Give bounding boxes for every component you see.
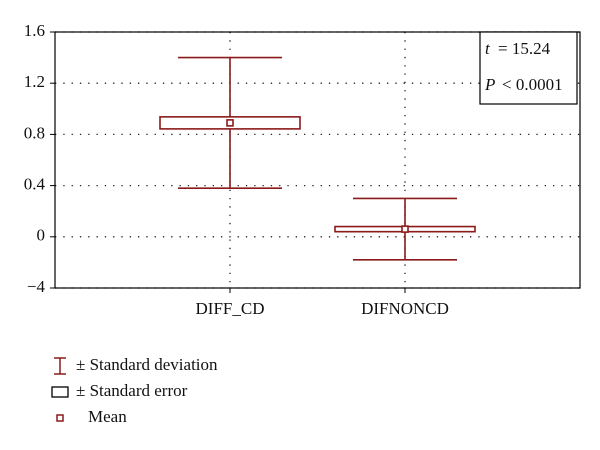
mean-marker	[226, 119, 234, 127]
y-tick-label: 0.4	[24, 175, 46, 194]
legend-icon	[51, 386, 69, 398]
y-tick-label: 0.8	[24, 123, 45, 142]
legend-icon	[54, 357, 66, 375]
y-tick-label: 1.2	[24, 72, 45, 91]
annotation-box	[479, 31, 578, 105]
y-tick-label: 0	[37, 226, 46, 245]
y-tick-label: −4	[27, 277, 46, 296]
annotation-symbol: P	[484, 75, 495, 94]
plot-frame	[54, 31, 581, 289]
legend-label: Mean	[88, 407, 127, 426]
x-tick-label: DIFF_CD	[196, 299, 265, 318]
legend-label: ± Standard deviation	[76, 355, 218, 374]
annotation-symbol: t	[485, 39, 491, 58]
mean-marker	[401, 225, 409, 233]
x-tick-label: DIFNONCD	[361, 299, 449, 318]
annotation-text: = 15.24	[498, 39, 551, 58]
legend-icon	[56, 414, 64, 422]
y-tick-label: 1.6	[24, 21, 45, 40]
legend-label: ± Standard error	[76, 381, 188, 400]
annotation-text: < 0.0001	[502, 75, 563, 94]
